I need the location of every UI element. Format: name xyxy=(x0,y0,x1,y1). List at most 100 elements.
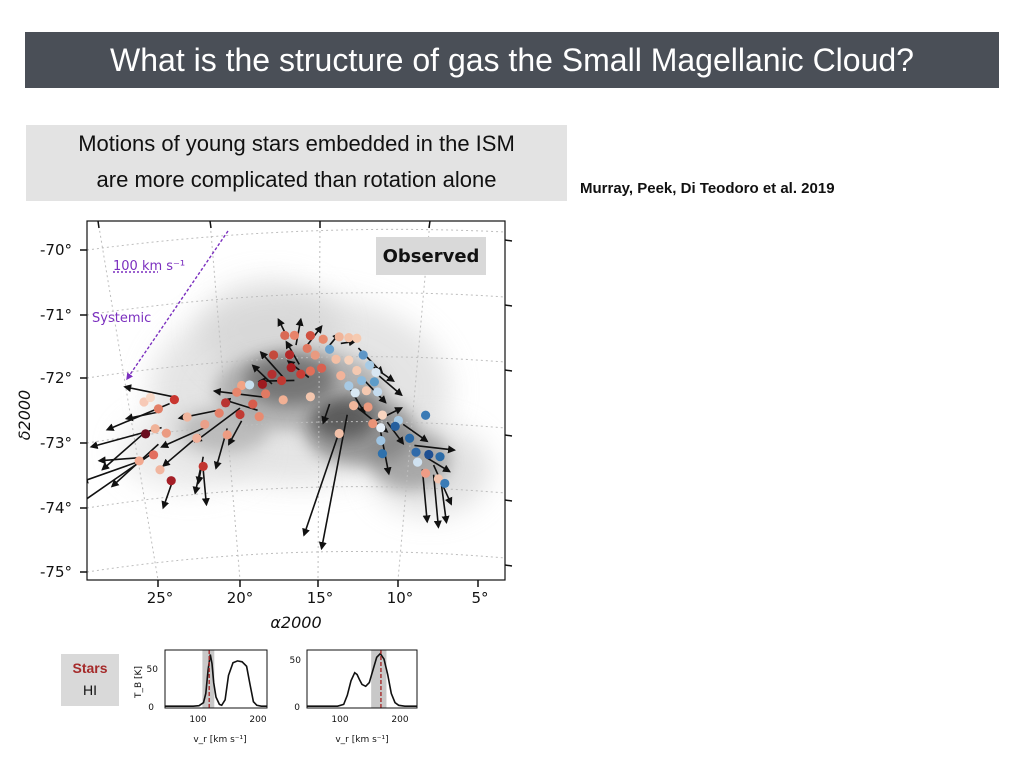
motion-vector xyxy=(378,375,403,397)
star-point xyxy=(361,386,371,396)
star-point xyxy=(365,360,375,370)
x-tick-label: 25° xyxy=(147,589,174,607)
star-point xyxy=(369,377,379,387)
star-point xyxy=(161,428,171,438)
star-point xyxy=(305,392,315,402)
star-point xyxy=(352,333,362,343)
star-point xyxy=(344,381,354,391)
star-point xyxy=(421,410,431,420)
star-point xyxy=(289,330,299,340)
spectrum-right-plot: 0 50 100 200 v_r [km s⁻¹] xyxy=(290,649,418,745)
x-tick-label: 5° xyxy=(471,589,488,607)
motion-vector xyxy=(414,444,456,454)
star-point xyxy=(377,449,387,459)
star-point xyxy=(334,428,344,439)
star-point xyxy=(214,408,224,418)
star-point xyxy=(153,404,163,414)
y-tick-label: -72° xyxy=(40,369,72,387)
star-point xyxy=(198,461,208,471)
star-point xyxy=(149,450,159,460)
star-point xyxy=(150,424,160,434)
motion-vector xyxy=(124,411,157,422)
star-point xyxy=(192,433,202,443)
x-axis-label: α2000 xyxy=(270,613,321,632)
slide-title: What is the structure of gas the Small M… xyxy=(110,42,914,78)
y-tick-labels: -70° -71° -72° -73° -74° -75° xyxy=(40,241,72,581)
motion-vector xyxy=(160,426,206,448)
star-point xyxy=(248,399,258,409)
spectrum-right-xlabel: v_r [km s⁻¹] xyxy=(335,735,388,745)
star-point xyxy=(182,412,192,422)
star-point xyxy=(317,363,327,373)
star-point xyxy=(286,362,296,373)
star-point xyxy=(169,395,179,405)
panel-label: Observed xyxy=(383,246,480,267)
motion-vector xyxy=(402,423,429,443)
y-tick-label: -73° xyxy=(40,434,72,452)
motion-vector xyxy=(340,338,357,347)
spectrum-right-xtick: 200 xyxy=(391,715,408,725)
spectrum-left-border xyxy=(164,649,268,709)
star-point xyxy=(358,350,368,360)
star-point xyxy=(222,430,232,440)
x-tick-label: 10° xyxy=(387,589,414,607)
star-point xyxy=(331,354,341,364)
star-point xyxy=(344,355,354,365)
motion-vector xyxy=(295,317,304,346)
star-point xyxy=(277,375,287,386)
spectrum-right-curve xyxy=(307,652,417,707)
star-point xyxy=(357,375,367,386)
star-point xyxy=(411,447,421,457)
spectrum-left-curve xyxy=(165,654,267,707)
star-point xyxy=(424,449,434,460)
star-point xyxy=(254,412,264,422)
spectrum-left-plot: 0 50 100 200 v_r [km s⁻¹] T_B [K] xyxy=(134,649,268,745)
caption-box: Motions of young stars embedded in the I… xyxy=(26,125,567,201)
motion-vector xyxy=(318,414,348,551)
star-point xyxy=(350,388,360,398)
spectrum-right-frame xyxy=(306,649,418,709)
star-point xyxy=(318,334,328,344)
y-axis-label: δ2000 xyxy=(15,390,34,441)
spectrum-right-border xyxy=(306,649,418,709)
y-tick-label: -75° xyxy=(40,563,72,581)
star-point xyxy=(376,436,386,446)
spectrum-left-ylabel: T_B [K] xyxy=(134,666,144,699)
spectrum-right-ytick: 0 xyxy=(294,703,300,713)
motion-vector xyxy=(87,459,143,484)
x-tick-labels: 25° 20° 15° 10° 5° xyxy=(147,589,489,607)
motion-vector xyxy=(302,436,339,537)
star-point xyxy=(269,350,279,360)
motion-vector xyxy=(101,429,148,471)
star-point xyxy=(245,380,255,390)
star-point xyxy=(421,468,431,478)
x-tick-label: 15° xyxy=(307,589,334,607)
star-point xyxy=(363,402,373,412)
star-point xyxy=(285,350,295,360)
motion-vector xyxy=(201,469,210,507)
motion-vector xyxy=(421,469,431,524)
star-point xyxy=(325,344,335,354)
star-point xyxy=(261,389,271,399)
spectrum-left-ytick: 0 xyxy=(148,703,154,713)
star-point xyxy=(433,474,443,484)
star-point xyxy=(257,379,267,389)
star-point xyxy=(155,465,165,475)
spectrum-right-xtick: 100 xyxy=(331,715,348,725)
star-point xyxy=(344,332,354,343)
star-point xyxy=(368,418,378,429)
legend-stars-label: Stars xyxy=(72,660,108,676)
star-point xyxy=(139,397,149,407)
motion-vector xyxy=(440,485,450,524)
star-point xyxy=(280,330,290,341)
star-point xyxy=(141,429,151,439)
star-point xyxy=(278,395,288,405)
star-point xyxy=(200,419,210,429)
spectrum-left-xtick: 100 xyxy=(189,715,206,725)
star-point xyxy=(237,380,247,391)
star-point xyxy=(302,343,312,354)
map-frame xyxy=(86,220,506,581)
spectrum-left-band xyxy=(202,650,215,708)
star-point xyxy=(134,456,144,466)
star-point xyxy=(440,478,450,489)
